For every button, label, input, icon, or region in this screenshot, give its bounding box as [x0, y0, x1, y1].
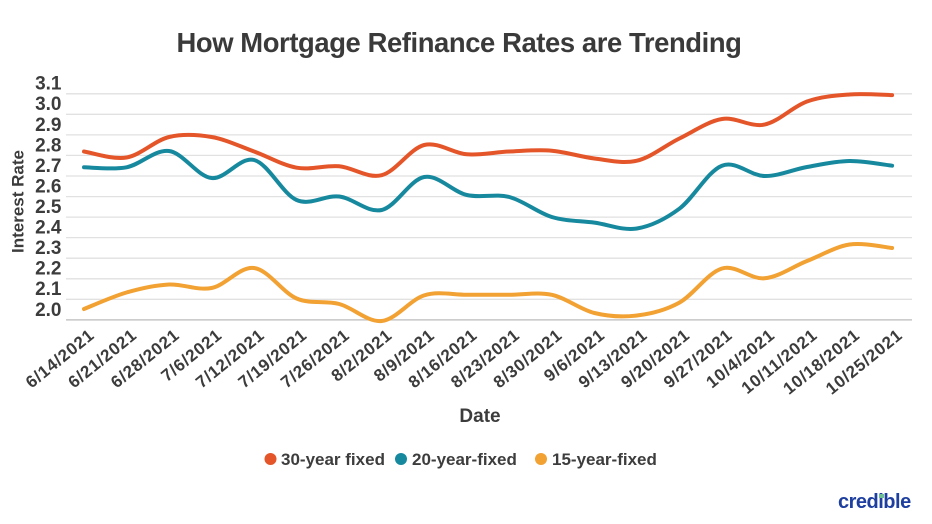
svg-text:3.0: 3.0	[35, 94, 61, 115]
svg-text:2.6: 2.6	[35, 176, 61, 197]
svg-text:2.5: 2.5	[35, 197, 62, 218]
svg-text:15-year-fixed: 15-year-fixed	[552, 450, 657, 469]
svg-text:2.0: 2.0	[35, 300, 61, 321]
svg-text:3.1: 3.1	[35, 74, 62, 95]
svg-text:20-year-fixed: 20-year-fixed	[412, 450, 517, 469]
svg-text:2.1: 2.1	[35, 279, 62, 300]
svg-text:2.7: 2.7	[35, 156, 61, 177]
svg-text:2.9: 2.9	[35, 115, 61, 136]
svg-text:30-year fixed: 30-year fixed	[281, 450, 385, 469]
svg-text:2.4: 2.4	[35, 218, 62, 239]
svg-text:2.8: 2.8	[35, 135, 61, 156]
svg-text:2.2: 2.2	[35, 259, 61, 280]
svg-text:Interest Rate: Interest Rate	[9, 150, 28, 253]
svg-text:Date: Date	[459, 406, 500, 427]
svg-text:2.3: 2.3	[35, 238, 61, 259]
